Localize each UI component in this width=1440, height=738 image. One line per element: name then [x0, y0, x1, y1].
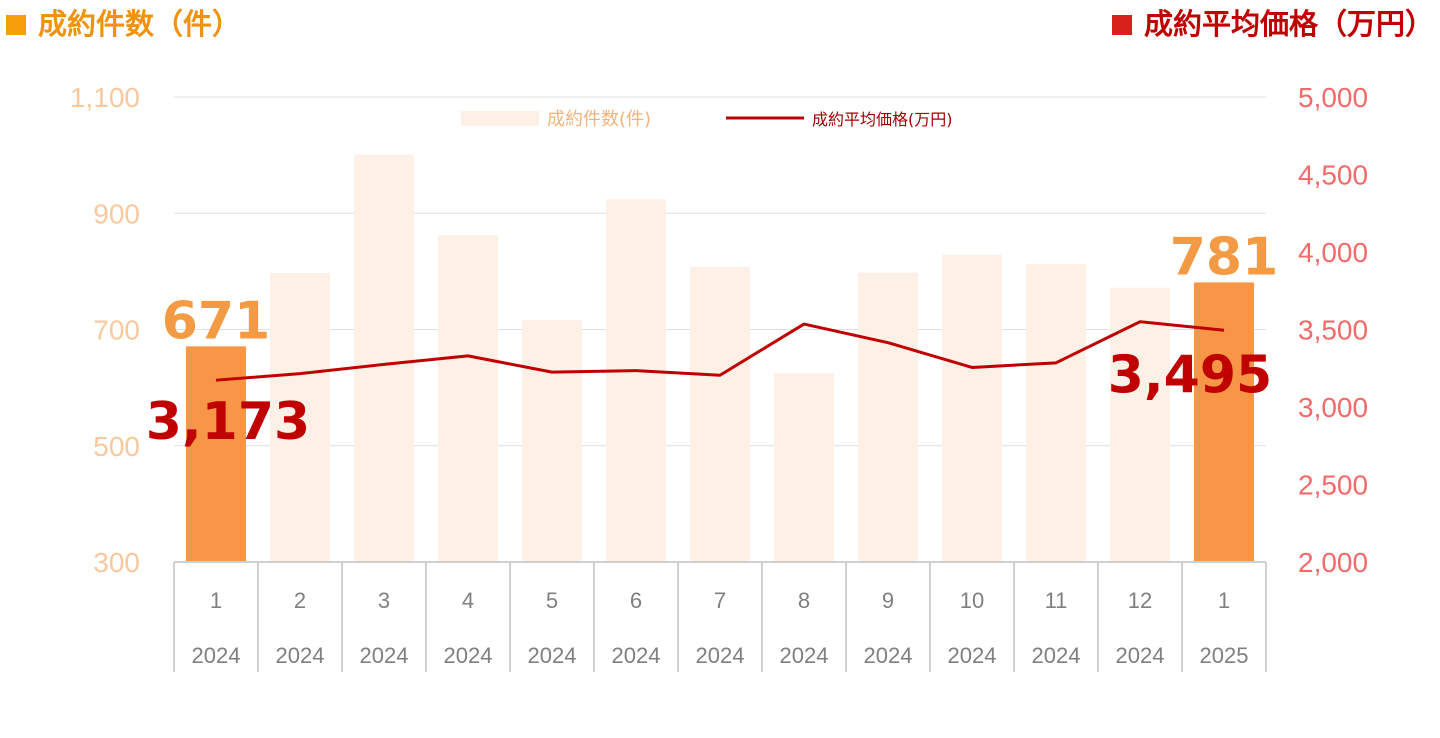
- x-tick-year: 2024: [1032, 643, 1081, 668]
- bar: [270, 273, 330, 562]
- orange-square-icon: [6, 15, 26, 35]
- x-tick-month: 7: [714, 588, 726, 613]
- category-axis: [173, 561, 1267, 672]
- right-y-tick: 2,000: [1298, 547, 1368, 578]
- bar: [942, 254, 1002, 563]
- bar-value-callout: 781: [1170, 227, 1279, 287]
- legend: 成約件数(件) 成約平均価格(万円): [461, 109, 953, 130]
- x-tick-year: 2024: [948, 643, 997, 668]
- x-tick-year: 2025: [1200, 643, 1249, 668]
- right-y-tick: 5,000: [1298, 82, 1368, 113]
- right-y-tick: 4,500: [1298, 160, 1368, 191]
- x-tick-year: 2024: [360, 643, 409, 668]
- x-tick-month: 4: [462, 588, 474, 613]
- right-y-tick: 4,000: [1298, 237, 1368, 268]
- red-square-icon: [1111, 15, 1132, 35]
- x-tick-year: 2024: [1116, 643, 1165, 668]
- bar-highlight: [1194, 282, 1254, 562]
- bar: [1026, 263, 1086, 562]
- x-tick-month: 11: [1045, 588, 1068, 613]
- x-tick-month: 9: [882, 588, 894, 613]
- x-tick-month: 10: [960, 588, 984, 613]
- x-tick-year: 2024: [276, 643, 325, 668]
- right-y-tick: 3,500: [1298, 315, 1368, 346]
- bar: [354, 154, 414, 562]
- x-tick-month: 3: [378, 588, 390, 613]
- x-tick-year: 2024: [696, 643, 745, 668]
- value-callouts: 671 781 3,173 3,495: [146, 227, 1279, 452]
- legend-line-label: 成約平均価格(万円): [812, 110, 953, 129]
- left-y-tick: 500: [93, 431, 140, 462]
- x-tick-month: 1: [1218, 588, 1230, 613]
- x-tick-year: 2024: [612, 643, 661, 668]
- right-axis-ticks: 2,000 2,500 3,000 3,500 4,000 4,500 5,000: [1298, 82, 1368, 578]
- x-tick-year: 2024: [864, 643, 913, 668]
- bar: [522, 320, 582, 562]
- x-tick-year: 2024: [528, 643, 577, 668]
- price-line: [215, 320, 1225, 382]
- left-axis-ticks: 300 500 700 900 1,100: [70, 82, 140, 578]
- bar: [606, 199, 666, 563]
- x-tick-month: 2: [294, 588, 306, 613]
- x-tick-year: 2024: [444, 643, 493, 668]
- left-y-tick: 900: [93, 198, 140, 229]
- legend-bar-label: 成約件数(件): [547, 109, 651, 130]
- left-y-tick: 1,100: [70, 82, 140, 113]
- line-value-callout: 3,495: [1108, 345, 1272, 405]
- x-tick-month: 5: [546, 588, 558, 613]
- bar-value-callout: 671: [162, 291, 271, 351]
- left-y-tick: 700: [93, 315, 140, 346]
- bar: [438, 235, 498, 562]
- x-tick-year: 2024: [192, 643, 241, 668]
- right-y-tick: 3,000: [1298, 392, 1368, 423]
- bar: [774, 373, 834, 562]
- right-axis-header-label: 成約平均価格（万円）: [1143, 7, 1434, 41]
- x-tick-year: 2024: [780, 643, 829, 668]
- bar: [690, 266, 750, 562]
- bar-series: [186, 154, 1254, 563]
- x-axis-labels: 1 2024 2 2024 3 2024 4 2024 5 2024 6 2024 7 2024 8 2024…: [192, 588, 1249, 668]
- left-y-tick: 300: [93, 547, 140, 578]
- x-tick-month: 12: [1128, 588, 1152, 613]
- x-tick-month: 8: [798, 588, 810, 613]
- line-value-callout: 3,173: [146, 392, 310, 452]
- x-tick-month: 1: [210, 588, 222, 613]
- x-tick-month: 6: [630, 588, 642, 613]
- left-axis-header: 成約件数（件）: [6, 4, 241, 44]
- right-axis-header: 成約平均価格（万円）: [1111, 4, 1434, 44]
- left-axis-header-label: 成約件数（件）: [38, 7, 242, 41]
- right-y-tick: 2,500: [1298, 470, 1368, 501]
- bar: [1110, 287, 1170, 562]
- bar-highlight: [186, 346, 246, 562]
- bar: [858, 272, 918, 562]
- legend-bar-swatch: [461, 111, 539, 126]
- line-series: [215, 320, 1225, 382]
